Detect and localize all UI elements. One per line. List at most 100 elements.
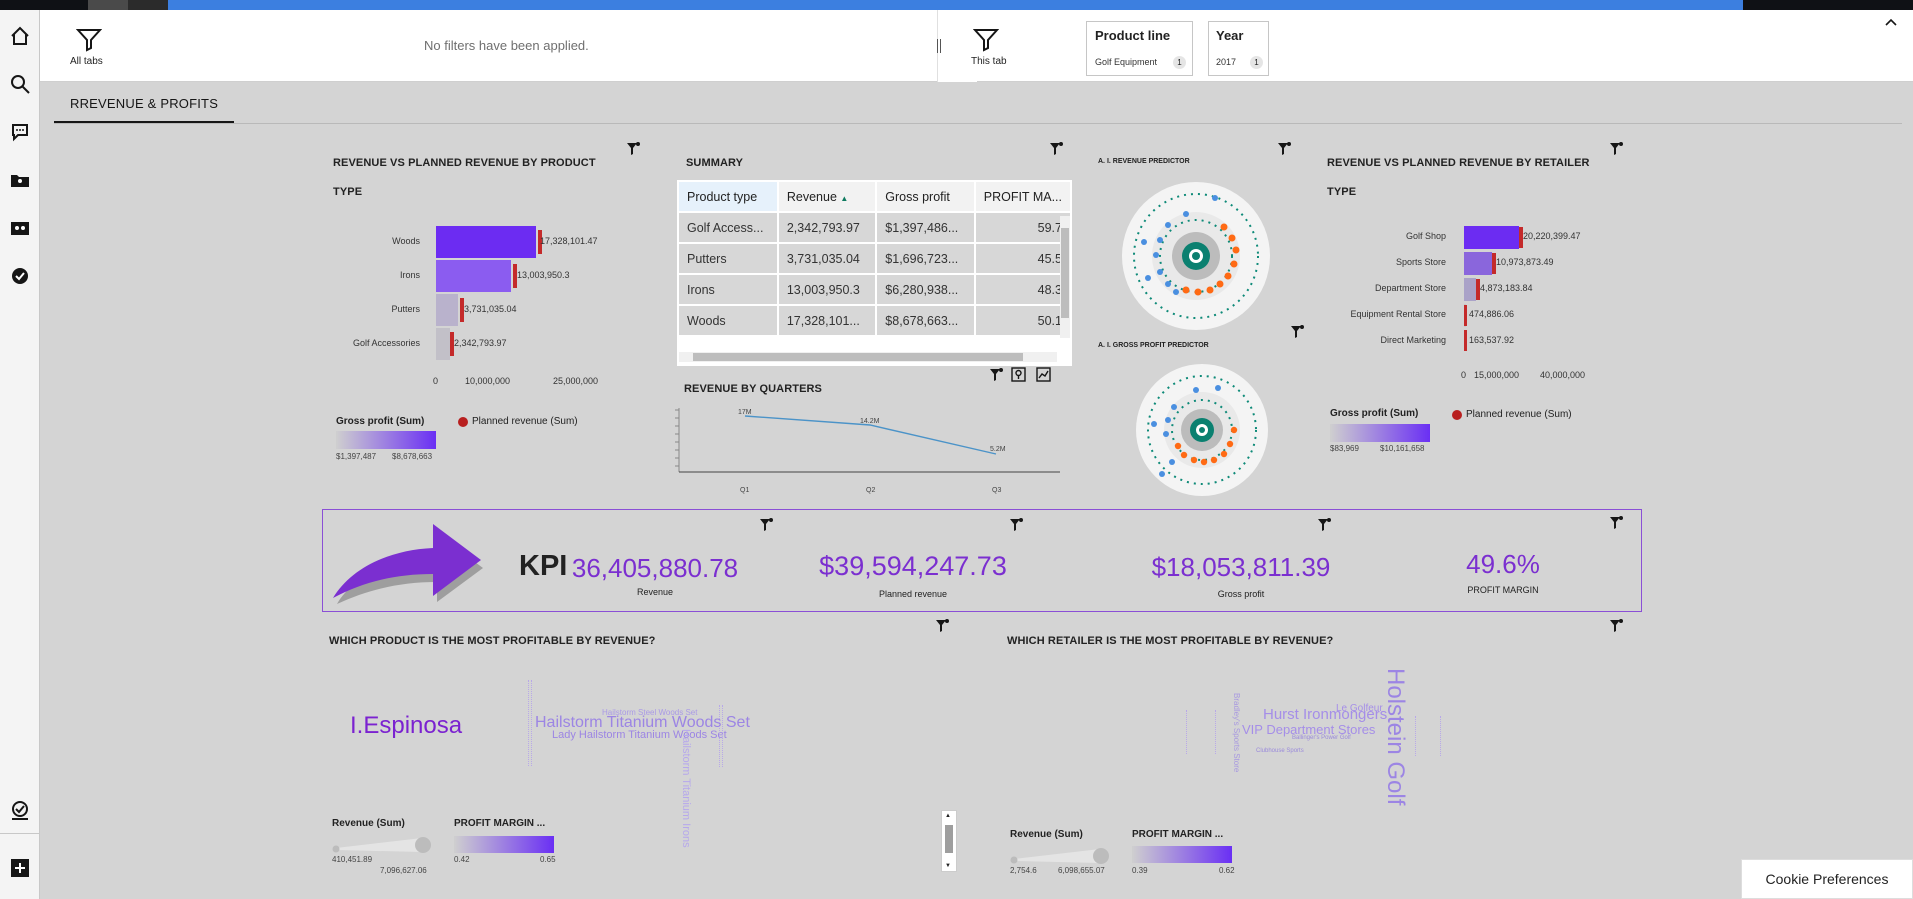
tab-revenue-profits[interactable]: RREVENUE & PROFITS [54,88,235,123]
word-cloud-small-words [1415,716,1441,756]
recent-icon[interactable] [6,262,34,290]
axis-tick: 15,000,000 [1474,370,1520,380]
bar-value: 163,537.92 [1469,335,1515,345]
column-header[interactable]: Product type [677,180,779,213]
widget2-title-line2: TYPE [1327,186,1357,198]
filter-icon [972,29,1000,52]
bar-label: Golf Accessories [352,338,420,348]
gross-profit-predictor-visual[interactable] [1134,362,1270,498]
my-content-icon[interactable] [6,166,34,194]
bar-value: 13,003,950.3 [517,270,570,280]
bar-irons[interactable] [436,260,511,292]
planned-marker [1476,279,1480,300]
tab-label: RREVENUE & PROFITS [54,88,235,123]
widget-filter-icon[interactable] [1609,141,1625,157]
notifications-icon[interactable] [6,797,34,825]
bar-putters[interactable] [436,294,458,326]
table-row[interactable]: Putters 3,731,035.04 $1,696,723... 45.5 [677,242,1072,275]
table-cell: 45.5 [973,242,1072,275]
legend-min: $83,969 [1330,444,1359,453]
vertical-scrollbar[interactable] [1060,216,1070,338]
word-cloud-word[interactable]: Hailstorm Steel Woods Set [602,708,698,717]
table-row[interactable]: Woods 17,328,101... $8,678,663... 50.1 [677,304,1072,337]
bar-golf-accessories[interactable] [436,328,450,360]
axis-tick: 0 [1461,370,1467,380]
table-cell: 48.3 [973,273,1072,306]
planned-marker [460,298,464,322]
all-tabs-filter-button[interactable]: All tabs [70,28,103,67]
widget-filter-icon[interactable] [935,618,951,634]
revenue-line[interactable] [744,415,997,455]
widget-filter-icon[interactable] [989,367,1005,383]
legend-gross-profit: Gross profit (Sum) [1330,408,1419,419]
word-cloud-word[interactable]: Le Golfeur [1336,703,1383,714]
column-header[interactable]: PROFIT MA... [973,180,1072,213]
word-cloud-top-word[interactable]: I.Espinosa [350,712,463,739]
bar-label: Sports Store [1395,257,1446,267]
new-icon[interactable] [6,854,34,882]
planned-marker [1464,330,1467,351]
word-cloud-word[interactable]: Bradley's Sports Store [1232,693,1241,773]
widget-filter-icon[interactable] [1609,618,1625,634]
widget-filter-icon[interactable] [1277,141,1293,157]
legend-gradient [454,836,554,853]
widget-filter-icon[interactable] [1290,324,1306,340]
bar-sports-store[interactable] [1464,252,1492,275]
kpi-panel: KPI 36,405,880.78 Revenue $39,594,247.73… [322,509,1642,612]
table-row[interactable]: Irons 13,003,950.3 $6,280,938... 48.3 [677,273,1072,306]
widget-filter-icon[interactable] [1049,141,1065,157]
word-cloud-word[interactable]: VIP Department Stores [1242,722,1376,737]
word-cloud-word[interactable]: Hurst Ironmongers [1263,706,1388,723]
word-cloud-word[interactable]: Ballinger's Power Golf [1292,735,1351,741]
table-cell: $1,397,486... [875,211,976,244]
axis-tick: 40,000,000 [1540,370,1586,380]
widget-filter-icon[interactable] [759,517,775,533]
table-cell: $1,696,723... [875,242,976,275]
revenue-predictor-visual[interactable] [1120,180,1272,332]
retailer-cloud-title: WHICH RETAILER IS THE MOST PROFITABLE BY… [1007,635,1334,647]
dashboard-scrollbar[interactable]: ▲ ▼ [941,810,957,872]
legend-size: Revenue (Sum) [332,818,405,829]
chart-type-icon[interactable] [1036,367,1051,382]
widget-filter-icon[interactable] [1609,515,1625,531]
filter-chip-year[interactable]: Year 2017 1 [1208,21,1269,76]
word-cloud-small-words [528,680,532,766]
home-icon[interactable] [6,22,34,50]
assistant-icon[interactable] [6,118,34,146]
widget-filter-icon[interactable] [1009,517,1025,533]
column-header-label: Revenue [786,189,837,204]
bar-label: Department Store [1374,283,1446,293]
collapse-filter-bar-icon[interactable] [1884,14,1898,32]
word-cloud-top-word[interactable]: Holstein Golf [1382,668,1409,806]
horizontal-scrollbar[interactable] [679,352,1057,362]
filter-chip-product-line[interactable]: Product line Golf Equipment 1 [1086,21,1193,76]
table-row[interactable]: Golf Access... 2,342,793.97 $1,397,486..… [677,211,1072,244]
word-cloud-word[interactable]: Clubhouse Sports [1256,748,1304,754]
table-cell: Irons [677,273,779,306]
widget-filter-icon[interactable] [626,141,642,157]
bar-department-store[interactable] [1464,278,1476,301]
column-header[interactable]: Revenue ▲ [776,180,878,213]
bar-woods[interactable] [436,226,536,258]
chip-title: Year [1216,28,1244,43]
word-cloud-word[interactable]: Lady Hailstorm Titanium Woods Set [552,729,727,741]
kpi-value: 36,405,880.78 [571,553,739,583]
table-cell: $6,280,938... [875,273,976,306]
search-icon[interactable] [6,70,34,98]
this-tab-filter-button[interactable]: This tab [971,28,1007,67]
chip-count: 1 [1173,56,1186,69]
size-max: 7,096,627.06 [380,866,427,875]
widget-filter-icon[interactable] [1317,517,1333,533]
pin-icon[interactable] [1011,367,1026,382]
chip-value: Golf Equipment [1095,57,1158,67]
word-cloud-word[interactable]: Hailstorm Titanium Irons [680,729,692,848]
cookie-preferences-button[interactable]: Cookie Preferences [1741,859,1913,899]
bar-golf-shop[interactable] [1464,226,1519,249]
filter-bar-divider[interactable] [937,10,977,82]
column-header[interactable]: Gross profit [875,180,976,213]
word-cloud-word[interactable]: Hailstorm Titanium Woods Set [535,714,750,731]
quarters-line-chart [675,408,1060,473]
planned-revenue-dot [458,417,468,427]
team-content-icon[interactable] [6,214,34,242]
summary-table: Product type Revenue ▲ Gross profit PROF… [677,180,1072,337]
